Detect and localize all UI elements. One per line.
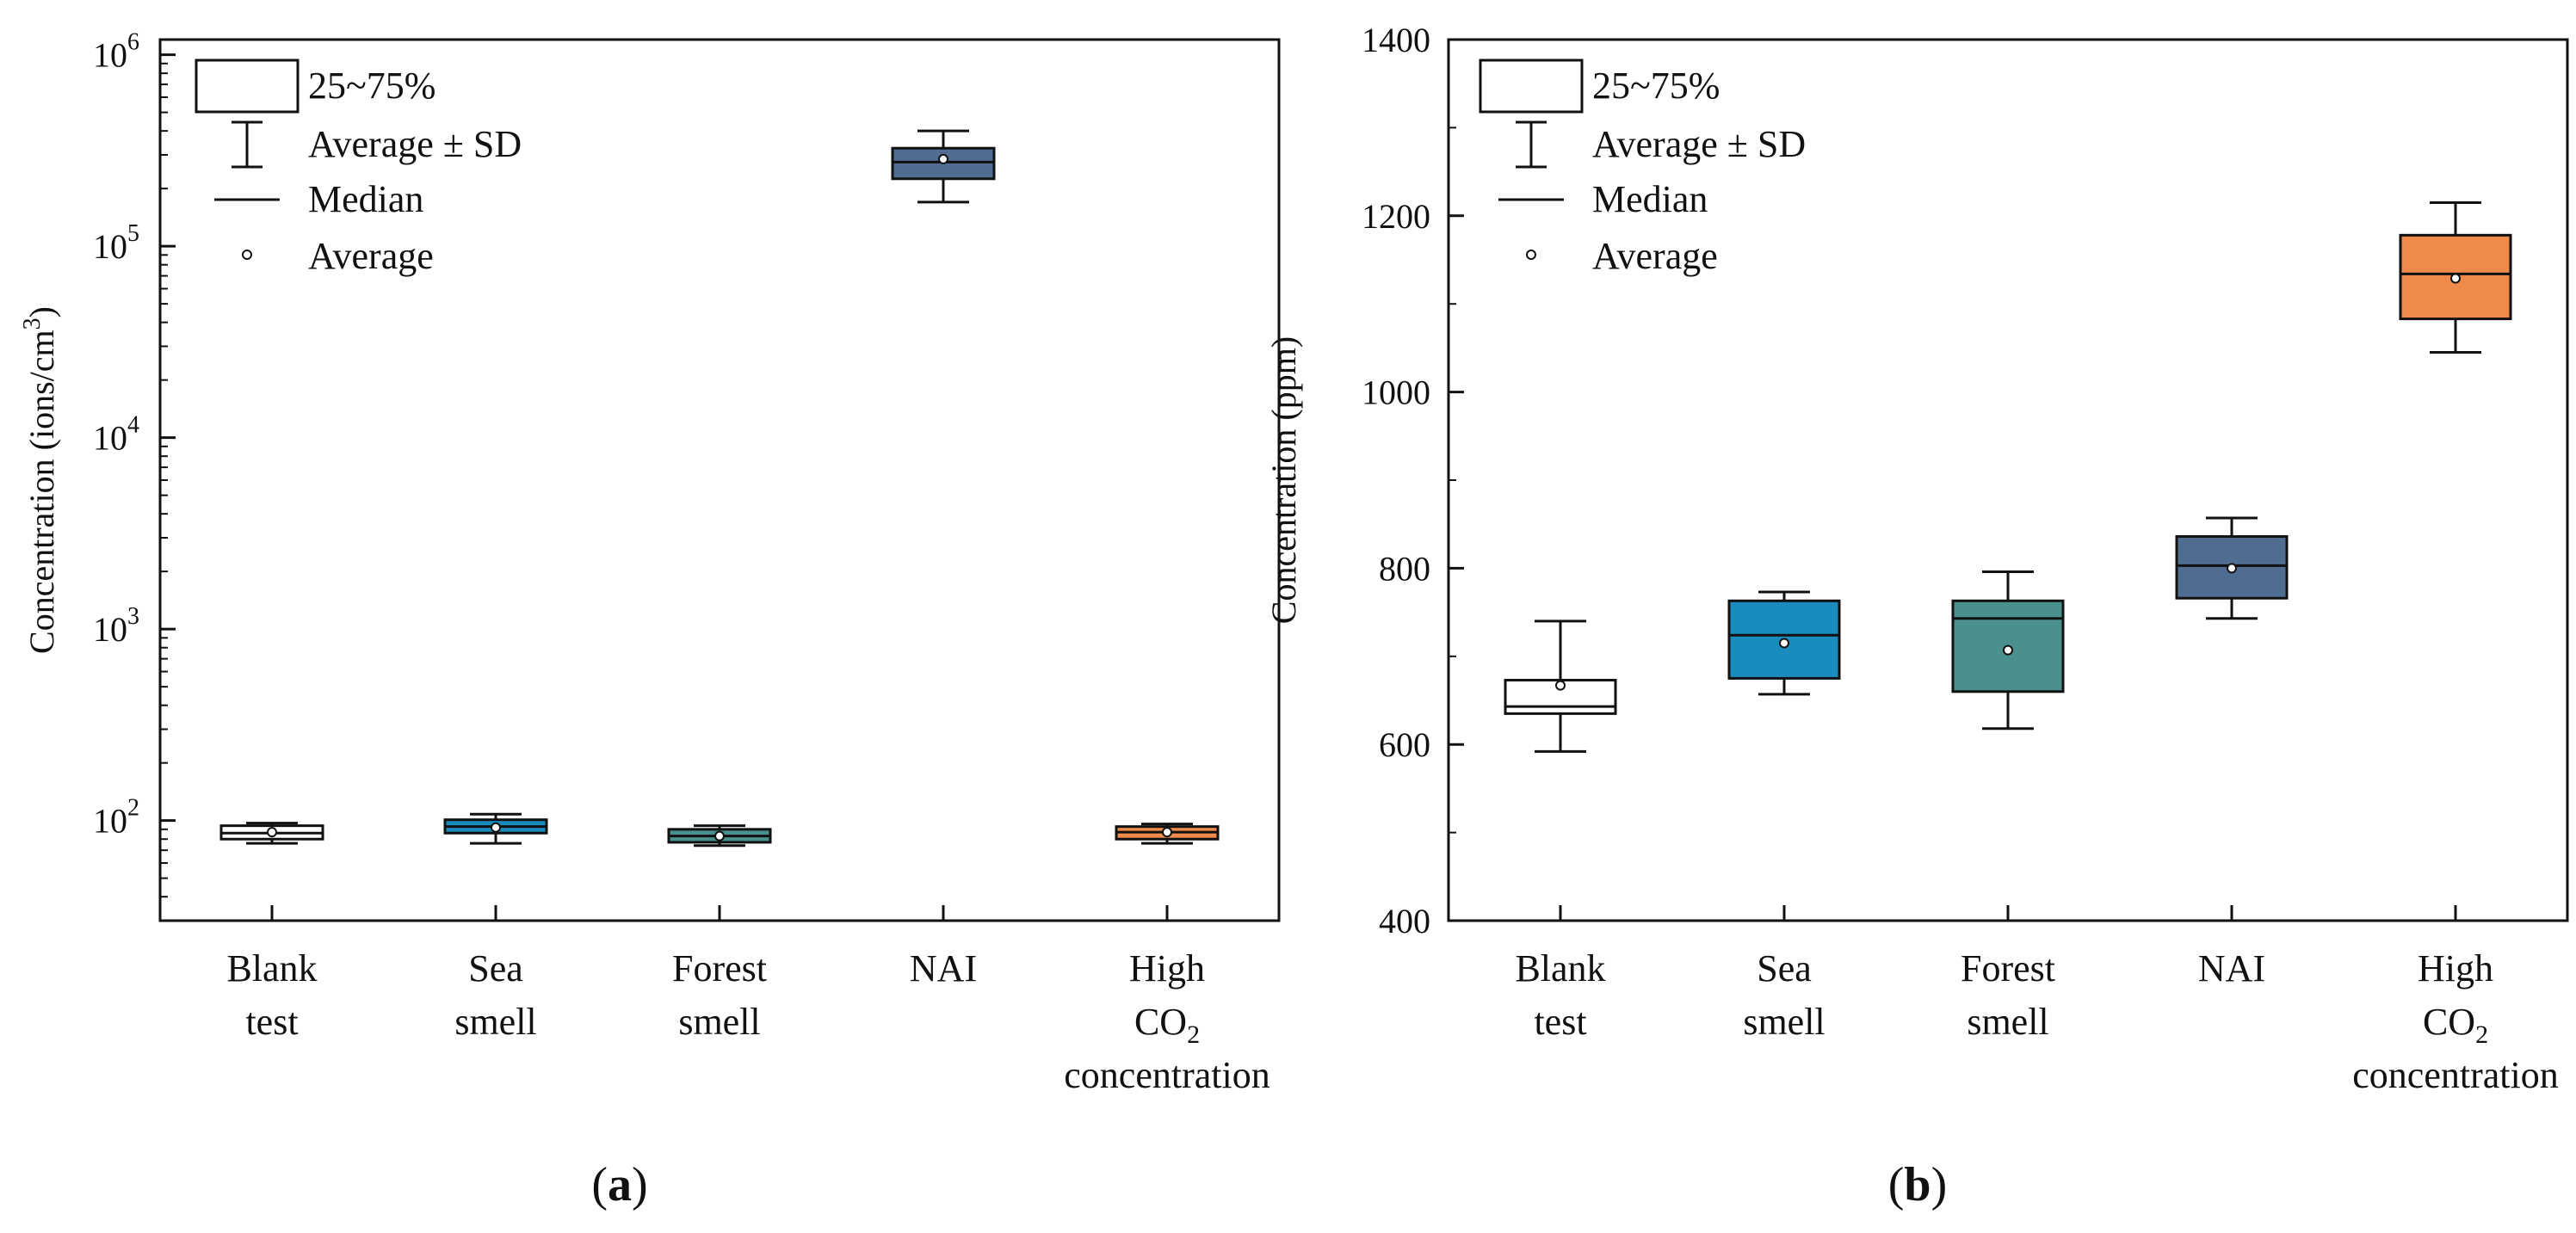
box-1: [1727, 590, 1841, 696]
legend-box-swatch: [195, 59, 300, 114]
box-3: [2175, 516, 2289, 620]
category-label: NAI: [910, 947, 977, 989]
iqr-box: [891, 146, 996, 181]
iqr-box: [1504, 678, 1617, 715]
chart-panel-b: 400 600 800 1000 1200 1400 Concentration (ppm)…: [1264, 21, 2569, 1211]
mean-marker: [2003, 644, 2013, 656]
category-label: Sea: [468, 947, 523, 989]
box-1: [443, 812, 548, 845]
y-tick-label: 800: [1379, 549, 1430, 588]
box-4: [1115, 823, 1220, 845]
category-label: smell: [1967, 1001, 2048, 1043]
y-tick-label: 400: [1379, 902, 1430, 940]
box-2: [1951, 570, 2065, 731]
y-tick-label: 1200: [1362, 197, 1430, 236]
box-4: [2399, 200, 2512, 354]
y-tick-label: 105: [93, 220, 139, 266]
mean-marker: [491, 822, 501, 833]
mean-marker: [938, 153, 948, 164]
mean-marker: [714, 830, 725, 842]
legend-label: Average ± SD: [308, 123, 522, 165]
legend-label: Average: [308, 235, 434, 277]
y-tick-label: 1400: [1362, 21, 1430, 59]
category-label: concentration: [2352, 1054, 2558, 1096]
category-label: test: [1534, 1001, 1586, 1043]
category-label: NAI: [2198, 947, 2265, 989]
y-tick-label: 102: [93, 795, 139, 841]
category-label: smell: [1743, 1001, 1825, 1043]
box-0: [219, 822, 324, 845]
mean-marker: [1779, 638, 1789, 649]
legend-label: Median: [308, 178, 423, 220]
legend: 25~75% Average ± SD Median Average: [195, 59, 522, 277]
plot-frame: [1447, 38, 2569, 922]
box-2: [667, 824, 772, 848]
category-label: Blank: [226, 947, 317, 989]
mean-marker: [1555, 680, 1566, 691]
box-3: [891, 129, 996, 204]
legend-label: 25~75%: [308, 65, 436, 107]
y-tick-label: 1000: [1362, 373, 1430, 412]
mean-marker: [2450, 273, 2461, 284]
y-tick-label: 600: [1379, 725, 1430, 764]
category-label: High: [1129, 947, 1205, 989]
category-label: test: [245, 1001, 298, 1043]
category-label: smell: [454, 1001, 536, 1043]
y-axis-label: Concentration (ppm): [1264, 336, 1303, 624]
category-label: CO2: [2423, 1001, 2488, 1049]
mean-marker: [267, 827, 277, 838]
panel-label: (a): [591, 1158, 647, 1211]
legend: 25~75% Average ± SD Median Average: [1479, 59, 1806, 277]
mean-marker: [2227, 563, 2237, 574]
category-label: Sea: [1757, 947, 1812, 989]
box-0: [1504, 620, 1617, 753]
category-label: Forest: [672, 947, 767, 989]
plot-frame: [158, 38, 1281, 922]
y-tick-label: 103: [93, 603, 139, 649]
panel-label: (b): [1888, 1158, 1947, 1211]
category-label: concentration: [1064, 1054, 1269, 1096]
legend-label: 25~75%: [1592, 65, 1720, 107]
legend-label: Average ± SD: [1592, 123, 1806, 165]
category-label: Forest: [1961, 947, 2055, 989]
y-tick-label: 104: [93, 412, 139, 458]
y-tick-label: 106: [93, 29, 139, 75]
mean-marker: [1162, 827, 1172, 838]
category-label: CO2: [1134, 1001, 1200, 1049]
legend-label: Average: [1592, 235, 1718, 277]
chart-panel-a: 102 103 104 105 106 Concentration (ions/cm3) B…: [19, 29, 1281, 1211]
legend-label: Median: [1592, 178, 1708, 220]
legend-mean-swatch: [1526, 250, 1536, 260]
y-axis-label: Concentration (ions/cm3): [19, 306, 61, 654]
legend-mean-swatch: [242, 250, 252, 260]
legend-box-swatch: [1479, 59, 1584, 114]
category-label: smell: [678, 1001, 760, 1043]
category-label: High: [2418, 947, 2493, 989]
category-label: Blank: [1515, 947, 1605, 989]
